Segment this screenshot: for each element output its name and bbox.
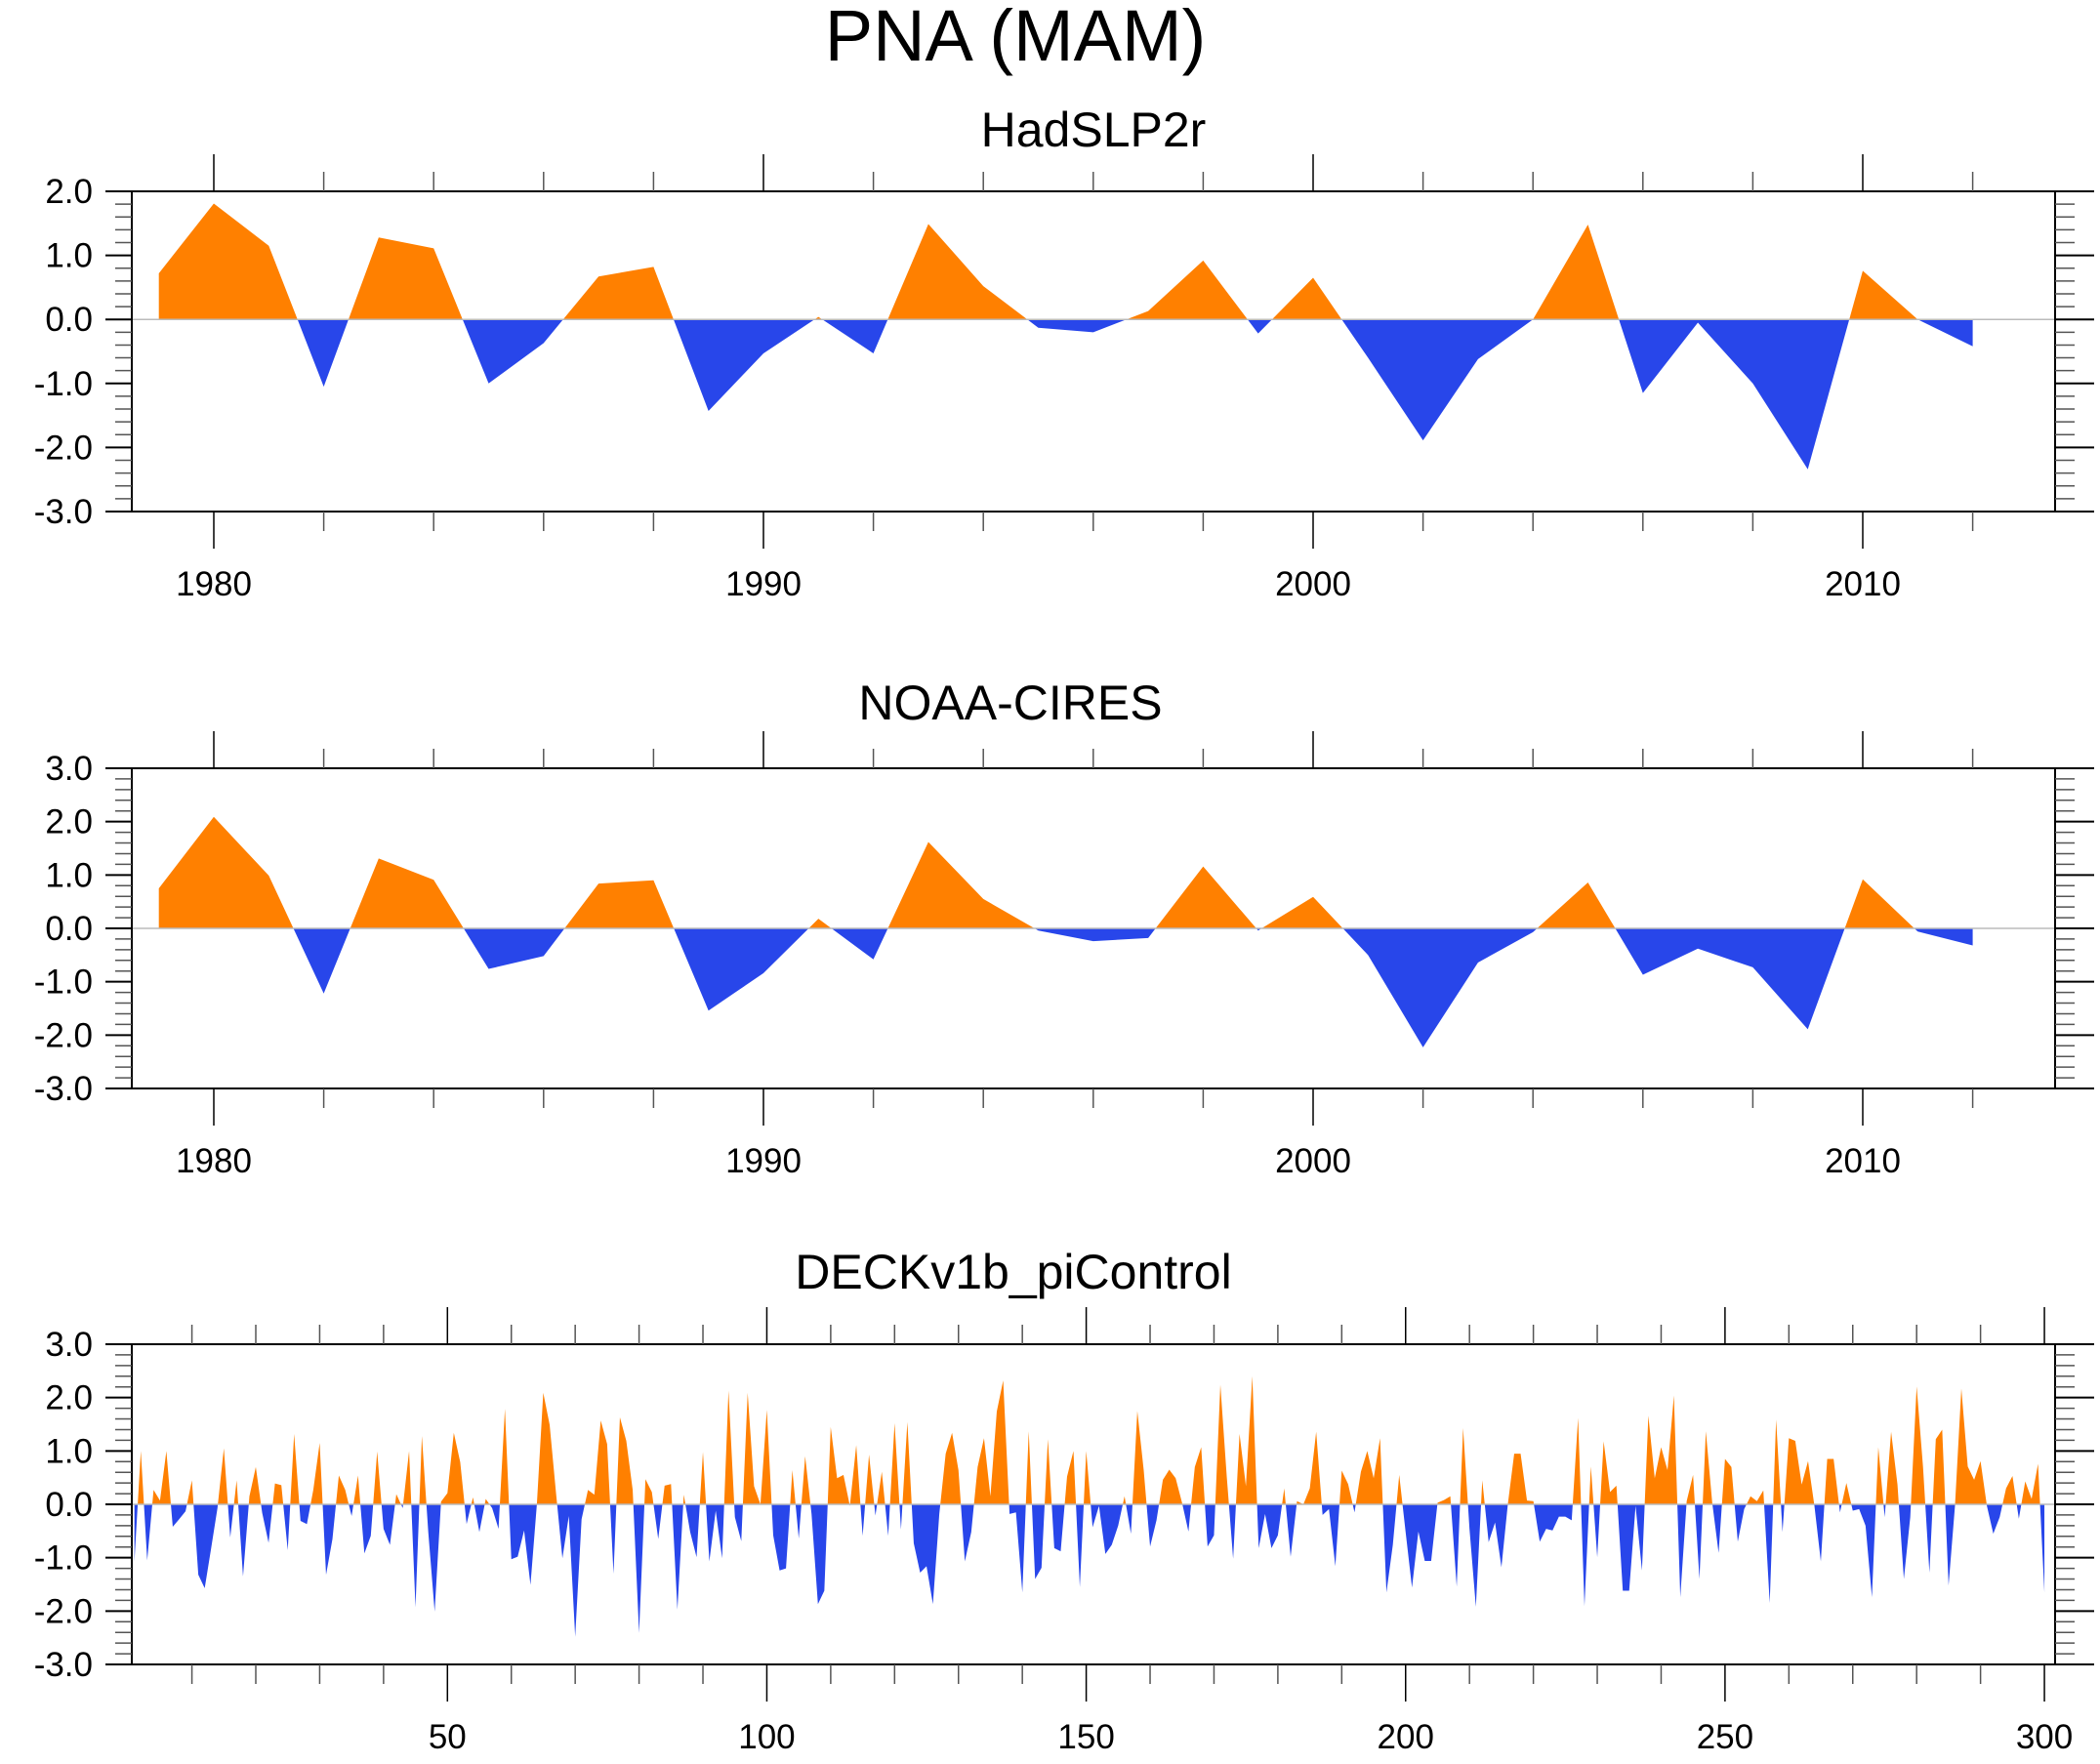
negative-area-fill	[297, 319, 1973, 470]
negative-area-fill	[134, 1504, 2045, 1637]
y-tick-label: -2.0	[34, 429, 93, 467]
y-tick-label: 3.0	[45, 750, 93, 788]
y-tick-label: -2.0	[34, 1592, 93, 1630]
x-tick-label: 300	[2016, 1718, 2073, 1756]
y-tick-label: 1.0	[45, 1432, 93, 1470]
figure-title: PNA (MAM)	[825, 0, 1207, 76]
x-tick-label: 1990	[725, 565, 802, 603]
y-tick-label: 0.0	[45, 910, 93, 948]
y-tick-label: 2.0	[45, 173, 93, 211]
y-tick-label: -1.0	[34, 1539, 93, 1578]
positive-area-fill	[134, 1375, 2045, 1504]
y-tick-label: 1.0	[45, 856, 93, 894]
panel-deckv1b-picontrol: DECKv1b_piControl -3.0 -2.0 -1.0 0.0 1.0 2.0 3…	[34, 1245, 2094, 1756]
panel-title-hadslp2r: HadSLP2r	[981, 103, 1207, 157]
positive-area-fill	[158, 203, 1918, 320]
panel-title-noaa-cires: NOAA-CIRES	[858, 676, 1162, 730]
y-tick-label: 2.0	[45, 803, 93, 841]
x-tick-label: 2010	[1825, 1142, 1901, 1180]
negative-area-fill	[158, 928, 1973, 1047]
y-tick-label: 0.0	[45, 301, 93, 339]
x-tick-label: 1990	[725, 1142, 802, 1180]
x-tick-label: 2000	[1275, 565, 1351, 603]
x-tick-label: 1980	[176, 565, 252, 603]
x-tick-label: 2010	[1825, 565, 1901, 603]
y-tick-label: -2.0	[34, 1016, 93, 1054]
x-tick-label: 50	[429, 1718, 467, 1756]
y-tick-label: 3.0	[45, 1326, 93, 1364]
y-tick-label: 0.0	[45, 1486, 93, 1524]
y-tick-label: -1.0	[34, 964, 93, 1002]
positive-area-fill	[158, 816, 1973, 928]
x-tick-label: 200	[1378, 1718, 1434, 1756]
y-tick-label: 2.0	[45, 1379, 93, 1417]
x-tick-label: 250	[1697, 1718, 1753, 1756]
x-tick-label: 100	[738, 1718, 795, 1756]
y-tick-label: -1.0	[34, 365, 93, 403]
y-tick-label: -3.0	[34, 493, 93, 531]
y-tick-label: 1.0	[45, 237, 93, 275]
y-tick-label: -3.0	[34, 1646, 93, 1684]
panel-title-deckv1b-picontrol: DECKv1b_piControl	[795, 1245, 1231, 1299]
x-tick-label: 2000	[1275, 1142, 1351, 1180]
panel-hadslp2r: HadSLP2r -3.0 -2.0 -1.0 0.0 1.0 2.0 1980 1990 20…	[34, 103, 2094, 603]
x-tick-label: 150	[1057, 1718, 1114, 1756]
x-tick-label: 1980	[176, 1142, 252, 1180]
y-tick-label: -3.0	[34, 1070, 93, 1108]
panel-noaa-cires: NOAA-CIRES -3.0 -2.0 -1.0 0.0 1.0 2.0 3.0 1980 1…	[34, 676, 2094, 1180]
